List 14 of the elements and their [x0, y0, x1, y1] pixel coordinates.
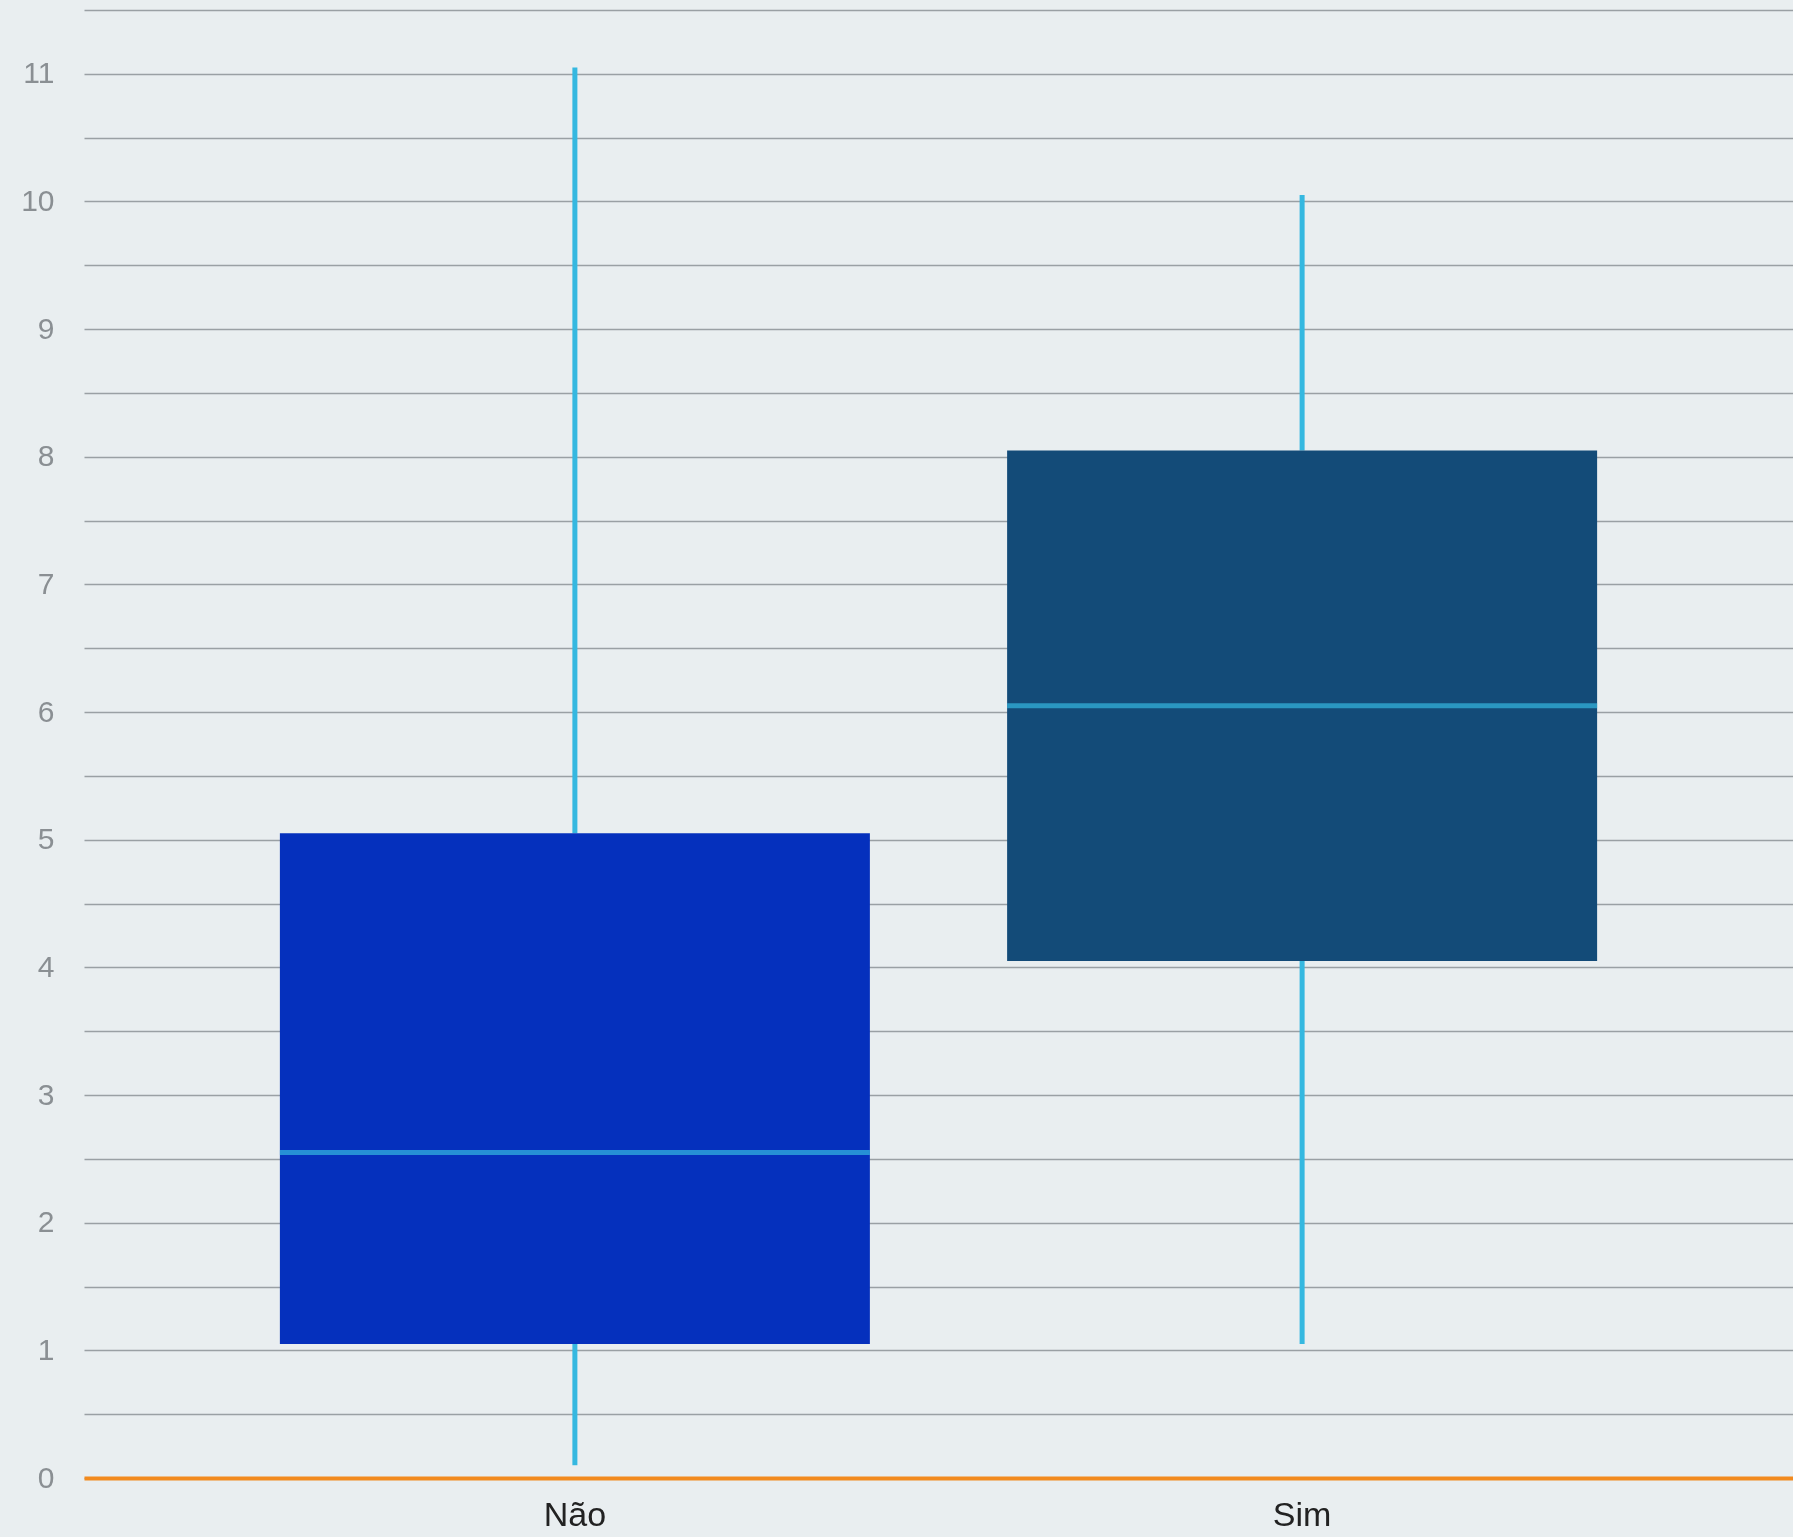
y-tick-label: 9: [37, 311, 55, 345]
y-tick-label: 11: [23, 56, 55, 90]
y-tick-label: 8: [37, 439, 55, 473]
y-tick-label: 1: [37, 1332, 55, 1366]
y-tick-label: 10: [21, 183, 55, 217]
x-tick-label: Sim: [1272, 1494, 1332, 1533]
y-tick-label: 2: [37, 1205, 55, 1239]
y-tick-label: 7: [37, 566, 55, 600]
y-tick-label: 5: [37, 822, 55, 856]
y-tick-label: 0: [37, 1460, 55, 1494]
y-tick-label: 6: [37, 694, 55, 728]
x-tick-label: Não: [543, 1494, 607, 1533]
y-tick-label: 3: [37, 1077, 55, 1111]
y-tick-label: 4: [37, 949, 55, 983]
